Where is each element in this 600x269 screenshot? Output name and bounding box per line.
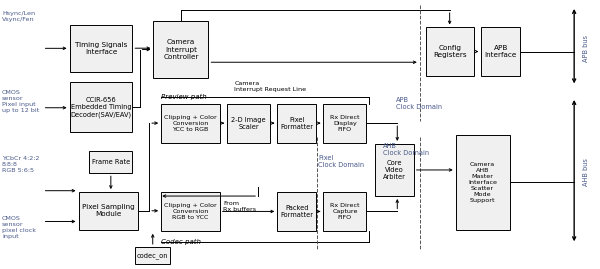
FancyBboxPatch shape xyxy=(481,27,520,76)
FancyBboxPatch shape xyxy=(323,104,367,143)
Text: codec_on: codec_on xyxy=(137,252,169,259)
Text: Camera
Interrupt
Controller: Camera Interrupt Controller xyxy=(163,39,199,60)
Text: Rx Direct
Capture
FIFO: Rx Direct Capture FIFO xyxy=(330,203,359,220)
Text: Timing Signals
Interface: Timing Signals Interface xyxy=(75,42,127,55)
FancyBboxPatch shape xyxy=(323,192,367,231)
Text: Clipping + Color
Conversion
RGB to YCC: Clipping + Color Conversion RGB to YCC xyxy=(164,203,217,220)
FancyBboxPatch shape xyxy=(70,25,133,72)
Text: YCbCr 4:2:2
8:8:8
RGB 5:6:5: YCbCr 4:2:2 8:8:8 RGB 5:6:5 xyxy=(2,156,39,173)
Text: Codec path: Codec path xyxy=(161,239,201,245)
Text: Pixel
Clock Domain: Pixel Clock Domain xyxy=(318,155,364,168)
Text: Preview path: Preview path xyxy=(161,94,207,100)
Text: APB
Interface: APB Interface xyxy=(485,45,517,58)
Text: Core
Video
Arbiter: Core Video Arbiter xyxy=(383,160,406,180)
Text: Camera
Interrupt Request Line: Camera Interrupt Request Line xyxy=(234,81,306,92)
Text: AHB
Clock Domain: AHB Clock Domain xyxy=(383,143,429,156)
Text: APB
Clock Domain: APB Clock Domain xyxy=(396,97,442,110)
Text: APB bus: APB bus xyxy=(583,35,589,62)
FancyBboxPatch shape xyxy=(426,27,473,76)
Text: Config
Registers: Config Registers xyxy=(433,45,466,58)
FancyBboxPatch shape xyxy=(277,104,316,143)
Text: Rx Direct
Display
FIFO: Rx Direct Display FIFO xyxy=(330,115,359,132)
Text: Frame Rate: Frame Rate xyxy=(92,159,130,165)
Text: Hsync/Len
Vsync/Fen: Hsync/Len Vsync/Fen xyxy=(2,11,35,22)
Text: Pixel
Formatter: Pixel Formatter xyxy=(280,116,313,130)
FancyBboxPatch shape xyxy=(277,192,316,231)
FancyBboxPatch shape xyxy=(227,104,270,143)
Text: CCIR-656
Embedded Timing
Decoder(SAV/EAV): CCIR-656 Embedded Timing Decoder(SAV/EAV… xyxy=(70,97,131,118)
Text: CMOS
sensor
pixel clock
input: CMOS sensor pixel clock input xyxy=(2,216,36,239)
Text: AHB bus: AHB bus xyxy=(583,158,589,186)
Text: 2-D Image
Scaler: 2-D Image Scaler xyxy=(231,116,266,130)
FancyBboxPatch shape xyxy=(375,144,414,196)
Text: Packed
Formatter: Packed Formatter xyxy=(280,205,313,218)
Text: Camera
AHB
Master
Interface
Scatter
Mode
Support: Camera AHB Master Interface Scatter Mode… xyxy=(468,161,497,203)
FancyBboxPatch shape xyxy=(136,247,170,264)
FancyBboxPatch shape xyxy=(70,82,133,132)
Text: CMOS
sensor
Pixel input
up to 12 bit: CMOS sensor Pixel input up to 12 bit xyxy=(2,90,39,113)
Text: From
Rx buffers: From Rx buffers xyxy=(223,201,257,213)
Text: Clipping + Color
Conversion
YCC to RGB: Clipping + Color Conversion YCC to RGB xyxy=(164,115,217,132)
Text: Pixel Sampling
Module: Pixel Sampling Module xyxy=(82,204,135,217)
FancyBboxPatch shape xyxy=(154,21,208,78)
FancyBboxPatch shape xyxy=(89,151,133,173)
FancyBboxPatch shape xyxy=(161,104,220,143)
FancyBboxPatch shape xyxy=(455,134,509,229)
FancyBboxPatch shape xyxy=(79,192,139,229)
FancyBboxPatch shape xyxy=(161,192,220,231)
